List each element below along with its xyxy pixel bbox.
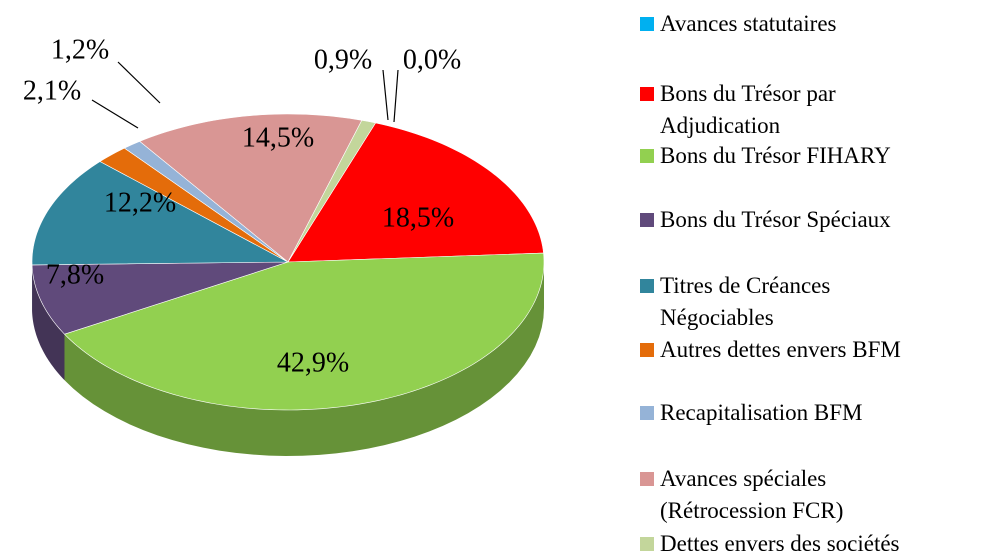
legend-swatch	[640, 17, 654, 31]
legend-item: Recapitalisation BFM	[640, 397, 863, 429]
legend-item: Bons du Trésor FIHARY	[640, 140, 891, 172]
legend-label: Avances spéciales (Rétrocession FCR)	[660, 466, 844, 523]
legend-item: Bons du Trésor par Adjudication	[640, 78, 836, 142]
slice	[63, 252, 545, 411]
legend-swatch	[640, 213, 654, 227]
data-label: 14,5%	[242, 122, 314, 153]
legend-swatch	[640, 472, 654, 486]
data-label: 0,0%	[403, 44, 461, 75]
slice	[139, 113, 363, 263]
data-label: 2,1%	[23, 75, 81, 106]
data-label: 0,9%	[314, 44, 372, 75]
legend-item: Avances statutaires	[640, 8, 836, 40]
legend-label: Dettes envers des sociétés	[660, 531, 900, 556]
legend-swatch	[640, 537, 654, 551]
legend-label: Titres de Créances Négociables	[660, 273, 831, 330]
legend-item: Titres de Créances Négociables	[640, 270, 830, 334]
data-label: 18,5%	[382, 202, 454, 233]
leader-line	[393, 69, 399, 123]
legend-item: Avances spéciales (Rétrocession FCR)	[640, 463, 843, 527]
slice	[31, 261, 289, 335]
leader-line	[91, 99, 139, 129]
slice	[31, 161, 289, 266]
slice	[99, 147, 289, 263]
data-label: 7,8%	[46, 259, 104, 290]
data-label: 12,2%	[104, 187, 176, 218]
leader-line	[117, 61, 161, 104]
slice-side	[64, 262, 545, 456]
legend-label: Bons du Trésor FIHARY	[660, 143, 891, 168]
legend-item: Dettes envers des sociétés	[640, 528, 900, 559]
data-label: 42,9%	[277, 347, 349, 378]
slice	[287, 119, 377, 263]
legend-swatch	[640, 406, 654, 420]
slice	[287, 122, 544, 263]
legend-label: Avances statutaires	[660, 11, 837, 36]
legend-swatch	[640, 279, 654, 293]
legend-label: Bons du Trésor par Adjudication	[660, 81, 836, 138]
legend-label: Autres dettes envers BFM	[660, 337, 901, 362]
chart: 0,0% 18,5% 42,9% 7,8% 12,2% 2,1% 1,2% 14,5% 0,9%	[23, 34, 545, 456]
legend-label: Recapitalisation BFM	[660, 400, 863, 425]
legend-item: Bons du Trésor Spéciaux	[640, 204, 891, 236]
slice-side	[32, 264, 65, 381]
legend-swatch	[640, 87, 654, 101]
leader-line	[382, 69, 389, 121]
data-label: 1,2%	[51, 34, 109, 65]
legend-swatch	[640, 343, 654, 357]
legend-swatch	[640, 149, 654, 163]
legend-label: Bons du Trésor Spéciaux	[660, 207, 891, 232]
legend-item: Autres dettes envers BFM	[640, 334, 901, 366]
